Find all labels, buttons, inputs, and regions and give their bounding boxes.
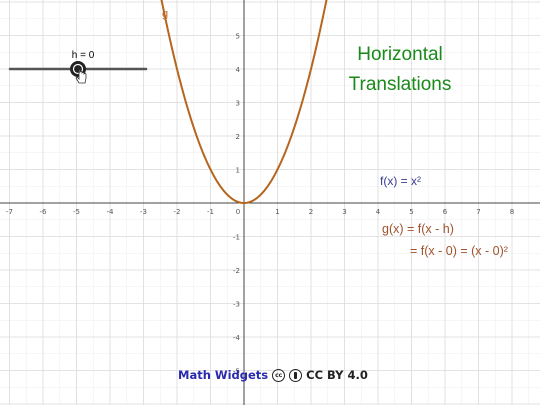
x-tick-label: -5 (73, 208, 80, 216)
x-tick-label: 8 (510, 208, 514, 216)
gx-equation-line2: = f(x - 0) = (x - 0)² (410, 244, 508, 258)
curve-label-g: g (162, 8, 169, 20)
y-tick-label: 5 (236, 33, 240, 41)
x-tick-label: -7 (6, 208, 13, 216)
title-line1: Horizontal (357, 44, 443, 65)
gx-equation-line1: g(x) = f(x - h) (382, 222, 454, 236)
creative-commons-icon: cc (272, 368, 286, 382)
x-tick-label: 7 (476, 208, 480, 216)
x-tick-label: -1 (207, 208, 214, 216)
x-tick-label: -3 (140, 208, 147, 216)
y-tick-label: 2 (236, 133, 240, 141)
x-tick-label: 0 (236, 208, 240, 216)
fx-equation: f(x) = x² (380, 174, 421, 188)
y-tick-label: -1 (233, 234, 240, 242)
license-text: CC BY 4.0 (306, 368, 368, 382)
x-tick-label: 3 (342, 208, 346, 216)
y-tick-label: -2 (233, 267, 240, 275)
y-tick-label: -5 (233, 368, 240, 376)
x-tick-label: -4 (107, 208, 115, 216)
brand-text: Math Widgets (178, 368, 269, 382)
y-tick-label: 4 (236, 66, 241, 74)
slider-label: h = 0 (71, 50, 95, 61)
x-tick-label: 1 (275, 208, 279, 216)
footer-credit: Math Widgets cc CC BY 4.0 (178, 368, 368, 382)
y-tick-label: -3 (233, 301, 240, 309)
x-tick-label: -2 (174, 208, 181, 216)
x-tick-label: 5 (409, 208, 413, 216)
parabola-curve (160, 0, 328, 205)
attribution-icon (289, 368, 303, 382)
y-tick-label: -4 (233, 334, 241, 342)
title-line2: Translations (348, 74, 452, 95)
x-tick-label: -6 (40, 208, 48, 216)
y-tick-label: 1 (236, 167, 240, 175)
title: Horizontal Translations (330, 40, 470, 100)
y-tick-label: 3 (236, 100, 240, 108)
x-tick-label: 4 (376, 208, 381, 216)
hand-cursor-icon (75, 68, 87, 84)
x-tick-label: 2 (309, 208, 313, 216)
x-tick-label: 6 (443, 208, 448, 216)
